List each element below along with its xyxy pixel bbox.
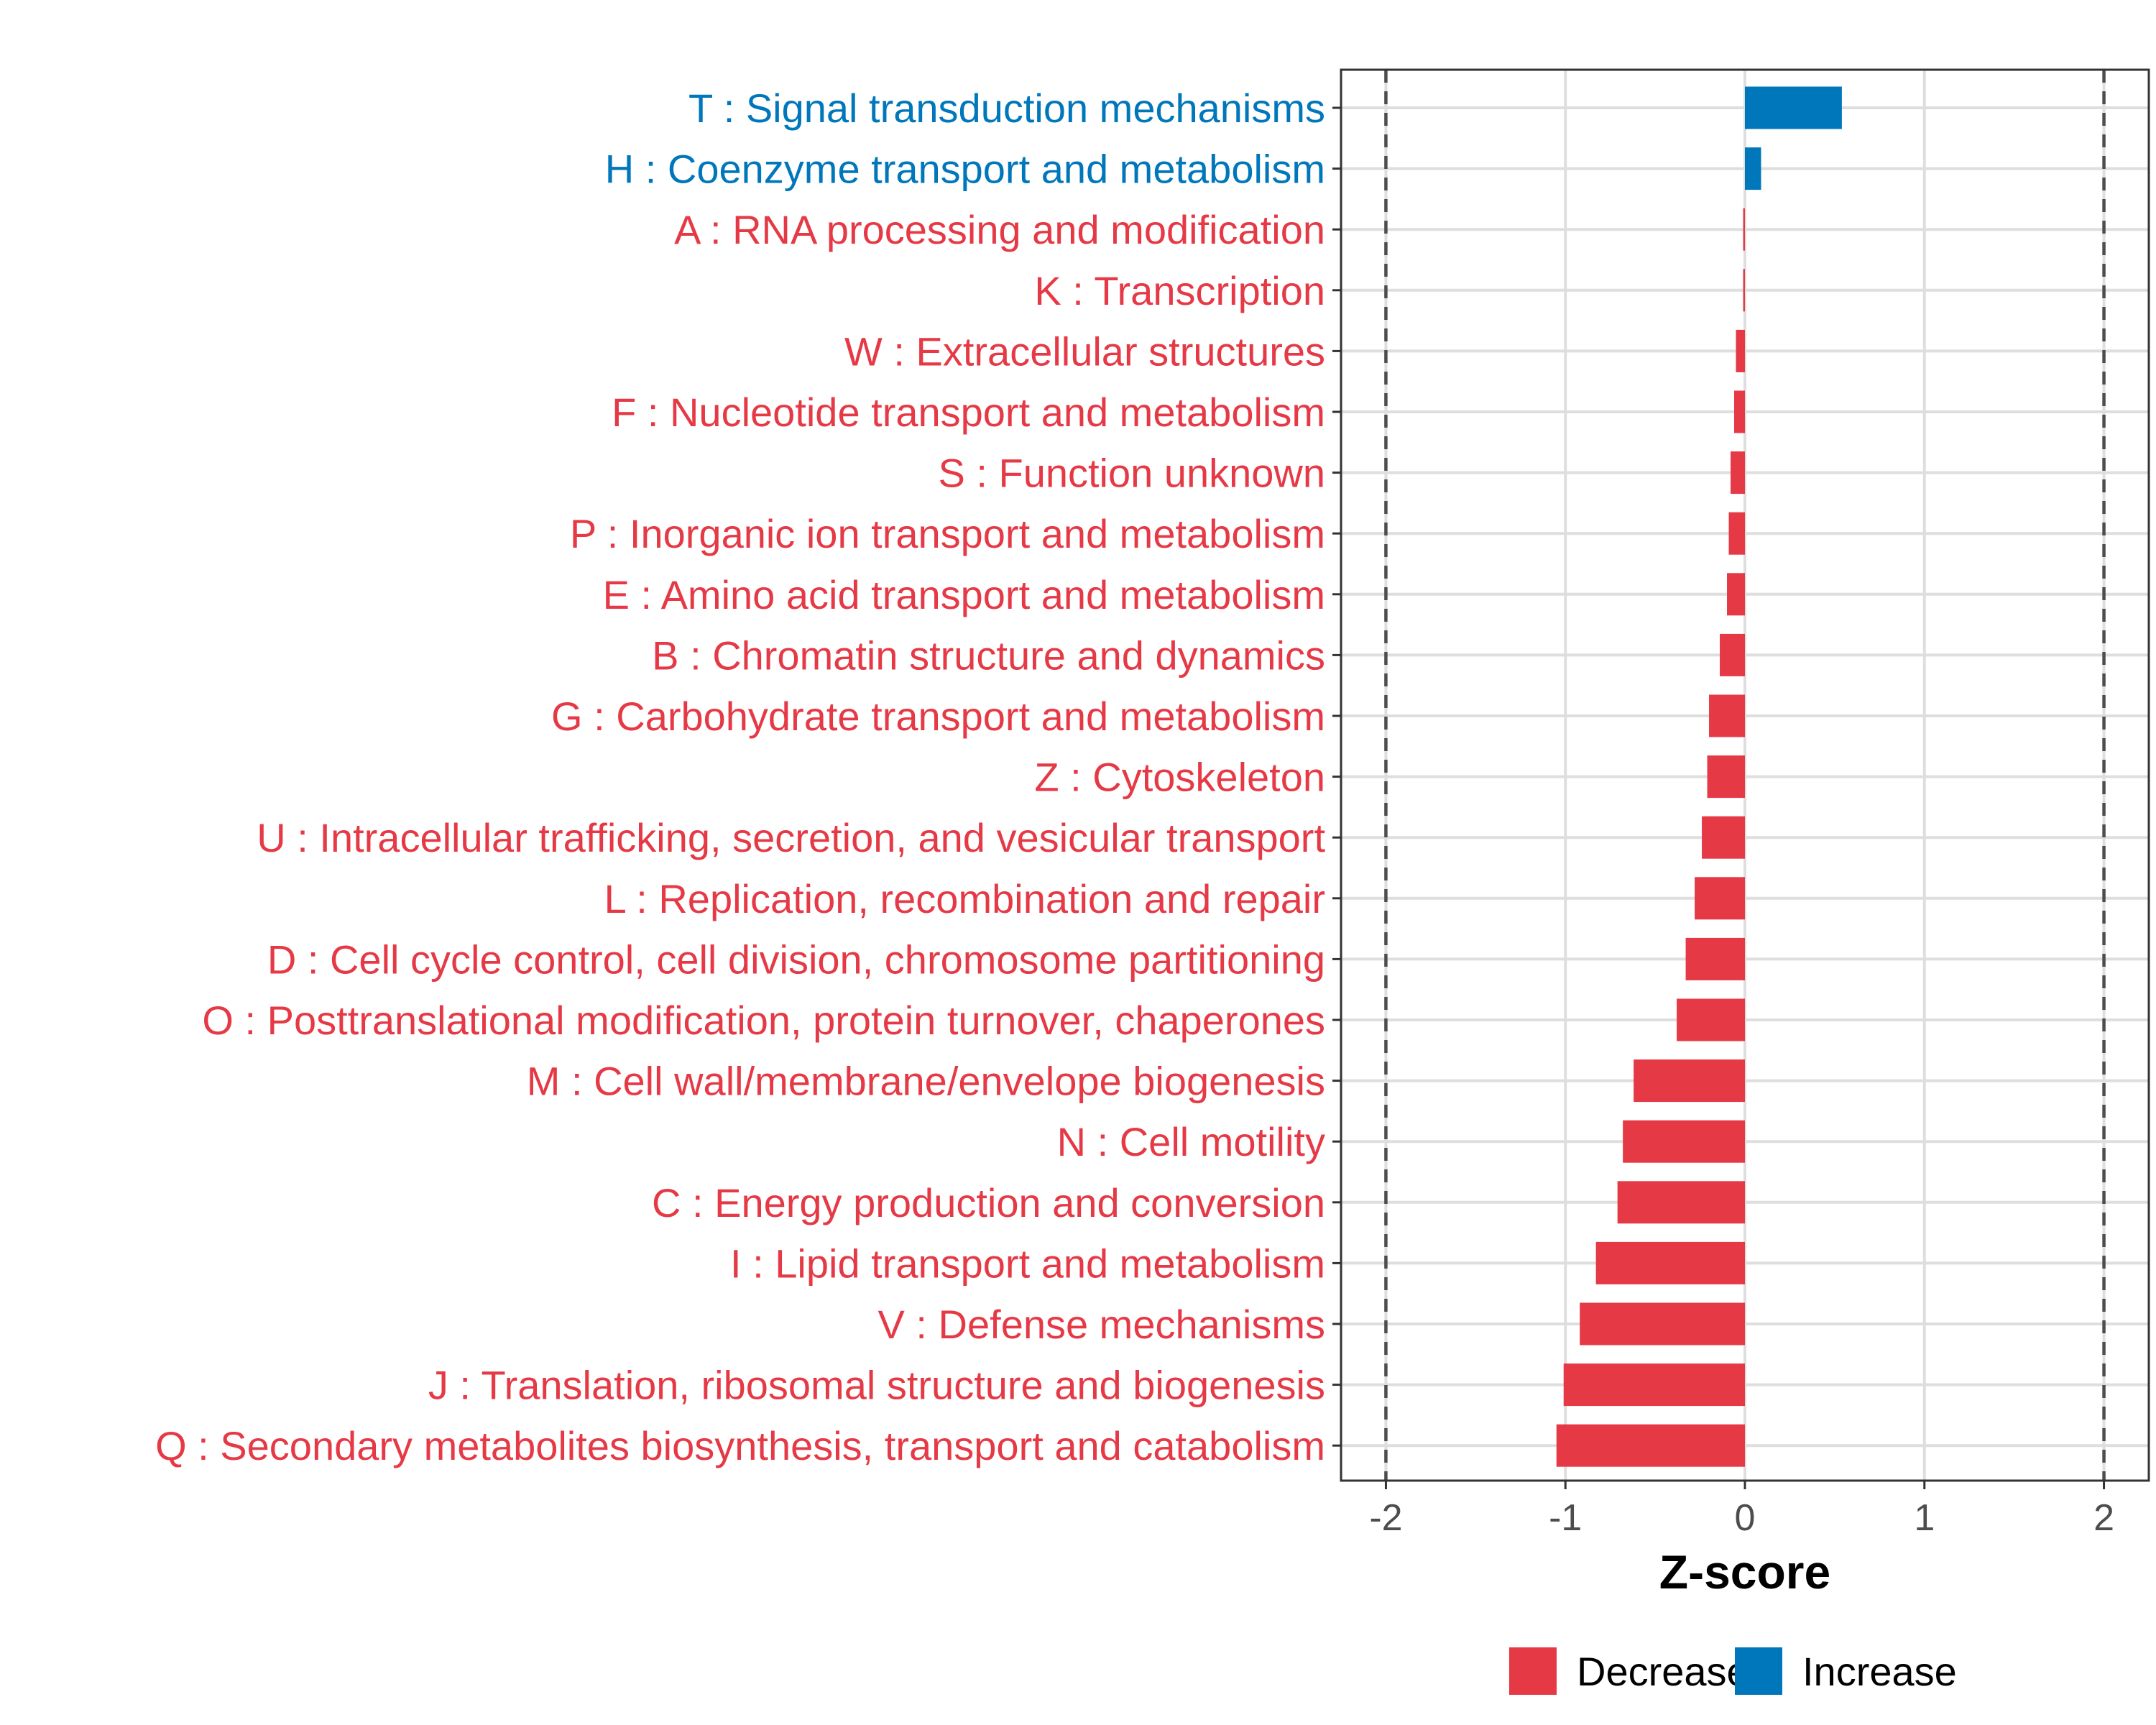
- category-label: B : Chromatin structure and dynamics: [652, 632, 1325, 678]
- category-label: G : Carbohydrate transport and metabolis…: [551, 694, 1325, 739]
- x-tick-label: -1: [1549, 1497, 1582, 1539]
- category-label: Z : Cytoskeleton: [1034, 755, 1325, 800]
- bar: [1731, 451, 1745, 494]
- bar: [1743, 269, 1745, 312]
- legend: Decrease Increase: [1509, 1647, 1957, 1695]
- bar: [1709, 694, 1745, 737]
- category-label: V : Defense mechanisms: [878, 1302, 1325, 1347]
- bar: [1617, 1181, 1745, 1224]
- category-label: Q : Secondary metabolites biosynthesis, …: [155, 1423, 1325, 1468]
- category-label: K : Transcription: [1034, 268, 1325, 313]
- legend-swatch: [1509, 1647, 1557, 1695]
- category-label: F : Nucleotide transport and metabolism: [612, 390, 1325, 435]
- bar: [1745, 147, 1761, 190]
- bar: [1695, 877, 1745, 920]
- bar: [1707, 755, 1745, 799]
- reference-lines: [1384, 70, 2106, 1481]
- bar: [1595, 1241, 1745, 1284]
- x-tick-label: -2: [1369, 1497, 1402, 1539]
- category-label: H : Coenzyme transport and metabolism: [605, 147, 1325, 192]
- category-label: S : Function unknown: [938, 451, 1325, 496]
- bar: [1743, 208, 1745, 251]
- category-label: T : Signal transduction mechanisms: [688, 86, 1325, 131]
- legend-label: Decrease: [1577, 1649, 1749, 1694]
- bar: [1734, 390, 1745, 433]
- bar: [1563, 1363, 1745, 1407]
- category-label: O : Posttranslational modification, prot…: [202, 998, 1325, 1043]
- category-label: A : RNA processing and modification: [674, 207, 1325, 252]
- bar: [1728, 512, 1745, 555]
- category-label: E : Amino acid transport and metabolism: [603, 572, 1325, 617]
- x-tick-label: 2: [2093, 1497, 2114, 1539]
- bar: [1720, 633, 1745, 676]
- category-label: M : Cell wall/membrane/envelope biogenes…: [527, 1059, 1325, 1104]
- category-label: J : Translation, ribosomal structure and…: [428, 1363, 1325, 1408]
- category-label: C : Energy production and conversion: [652, 1180, 1325, 1225]
- bar: [1556, 1424, 1745, 1467]
- category-label: N : Cell motility: [1057, 1119, 1325, 1164]
- category-label: W : Extracellular structures: [844, 328, 1325, 374]
- x-tick-label: 0: [1735, 1497, 1756, 1539]
- category-label: U : Intracellular trafficking, secretion…: [257, 815, 1325, 860]
- category-label: D : Cell cycle control, cell division, c…: [267, 937, 1325, 982]
- category-label: P : Inorganic ion transport and metaboli…: [570, 511, 1325, 556]
- bars: [1556, 86, 1842, 1467]
- category-label: L : Replication, recombination and repai…: [604, 876, 1325, 921]
- bar: [1634, 1059, 1745, 1103]
- x-tick-label: 1: [1914, 1497, 1935, 1539]
- legend-swatch: [1735, 1647, 1782, 1695]
- bar: [1736, 329, 1745, 372]
- bar: [1727, 573, 1745, 616]
- bar: [1685, 937, 1745, 980]
- bar: [1677, 998, 1745, 1041]
- x-axis: -2 -1 0 1 2: [1369, 1481, 2114, 1539]
- legend-label: Increase: [1802, 1649, 1957, 1694]
- y-axis: T : Signal transduction mechanisms H : Co…: [155, 86, 1341, 1468]
- x-axis-title: Z-score: [1659, 1545, 1830, 1598]
- bar: [1580, 1302, 1745, 1346]
- bar: [1702, 816, 1745, 859]
- category-label: I : Lipid transport and metabolism: [730, 1241, 1325, 1286]
- bar: [1745, 86, 1842, 129]
- bar: [1623, 1120, 1745, 1163]
